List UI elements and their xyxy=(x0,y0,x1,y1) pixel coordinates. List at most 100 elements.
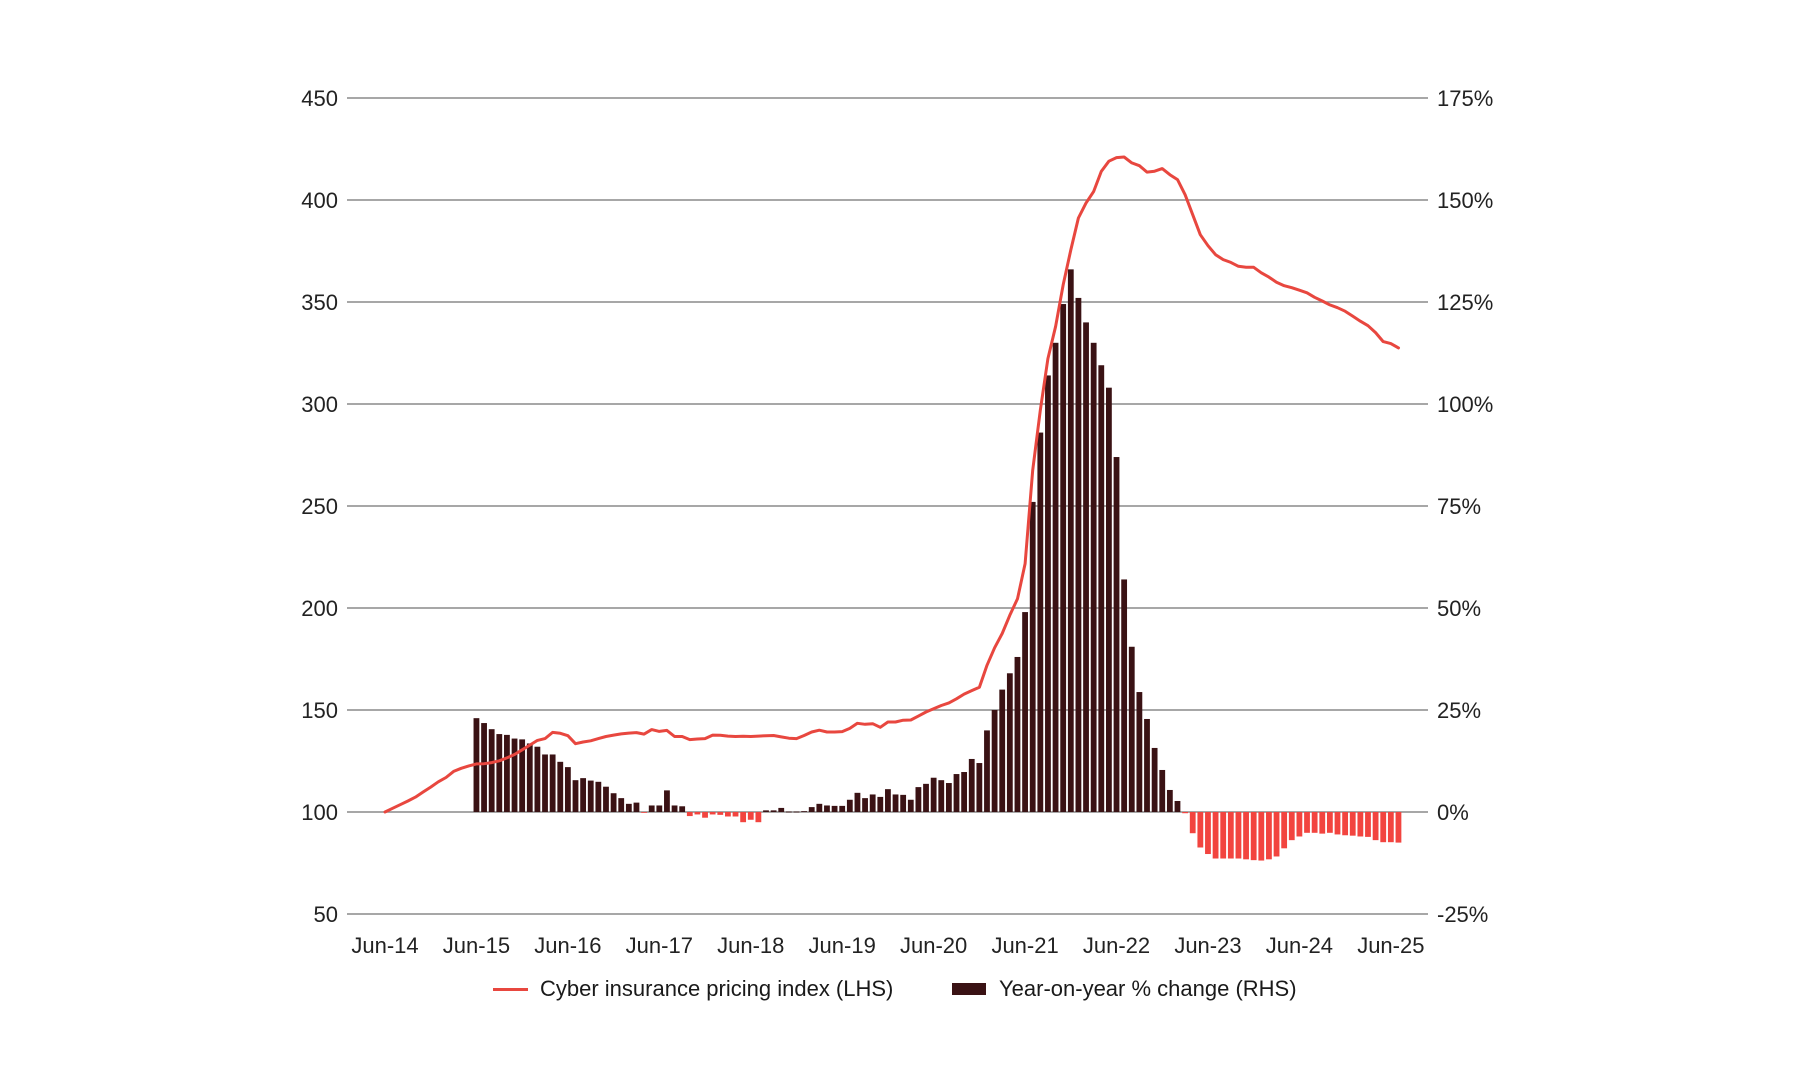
bar xyxy=(1304,812,1310,833)
right-tick-label: -25% xyxy=(1437,902,1488,927)
bar xyxy=(747,812,754,820)
x-tick-label: Jun-15 xyxy=(443,933,510,958)
bar xyxy=(968,758,975,812)
x-tick-label: Jun-19 xyxy=(809,933,876,958)
bar xyxy=(1060,304,1067,812)
bar xyxy=(869,794,876,812)
bar xyxy=(1212,812,1219,859)
bar xyxy=(1266,812,1272,860)
bar xyxy=(1128,646,1135,812)
bar xyxy=(686,812,693,817)
bar xyxy=(923,783,929,812)
legend-bar-marker xyxy=(952,983,986,995)
bar xyxy=(915,787,922,812)
legend-line-marker xyxy=(493,987,528,991)
x-axis: Jun-14 Jun-15 Jun-16 Jun-17 Jun-18 Jun-19 Jun-… xyxy=(351,933,1424,958)
bar xyxy=(831,805,838,812)
bar xyxy=(976,763,983,812)
bar xyxy=(900,794,907,812)
bar xyxy=(732,812,739,817)
bar xyxy=(1090,342,1097,812)
legend-item-pricing-index: Cyber insurance pricing index (LHS) xyxy=(493,976,893,1002)
bar xyxy=(1197,812,1204,848)
bar xyxy=(1387,812,1394,843)
bar xyxy=(1037,432,1044,812)
bar xyxy=(526,743,533,812)
bar xyxy=(1189,812,1196,834)
left-tick-label: 50 xyxy=(314,902,338,927)
left-tick-label: 100 xyxy=(301,800,338,825)
bar xyxy=(1357,812,1364,837)
bar xyxy=(587,780,594,812)
x-tick-label: Jun-14 xyxy=(351,933,418,958)
yoy-bars xyxy=(473,269,1402,861)
bar xyxy=(564,767,571,812)
left-tick-label: 450 xyxy=(301,86,338,111)
bar xyxy=(816,803,823,812)
bar xyxy=(885,789,891,812)
bar xyxy=(603,786,609,812)
bar xyxy=(1014,656,1021,812)
x-tick-label: Jun-23 xyxy=(1174,933,1241,958)
bar xyxy=(1220,812,1227,859)
bar xyxy=(763,810,769,812)
bar xyxy=(580,778,587,812)
bar xyxy=(1365,812,1371,837)
x-tick-label: Jun-20 xyxy=(900,933,967,958)
bar xyxy=(1106,387,1112,812)
bar xyxy=(1052,342,1059,812)
bar xyxy=(1273,812,1280,857)
x-tick-label: Jun-21 xyxy=(991,933,1058,958)
bar xyxy=(1136,692,1143,812)
left-axis: 50 100 150 200 250 300 350 400 450 xyxy=(301,86,338,927)
bar xyxy=(953,774,960,812)
bar xyxy=(945,783,952,812)
bar xyxy=(504,734,510,812)
bar xyxy=(488,729,495,812)
bar xyxy=(1159,769,1166,812)
bar xyxy=(770,810,777,812)
bar xyxy=(1311,812,1318,833)
bar xyxy=(664,790,670,812)
right-tick-label: 125% xyxy=(1437,290,1493,315)
bar xyxy=(511,738,518,812)
bar xyxy=(679,806,686,812)
bar xyxy=(1098,365,1105,812)
bar xyxy=(702,812,708,818)
legend-label-yoy-change: Year-on-year % change (RHS) xyxy=(999,976,1297,1001)
bar xyxy=(1281,812,1288,849)
bar xyxy=(1113,457,1120,812)
left-tick-label: 250 xyxy=(301,494,338,519)
bar xyxy=(892,794,899,812)
bar xyxy=(709,812,716,815)
bar xyxy=(534,746,541,812)
bar xyxy=(725,812,731,817)
bar xyxy=(999,689,1006,812)
legend-item-yoy-change: Year-on-year % change (RHS) xyxy=(952,976,1297,1002)
x-tick-label: Jun-22 xyxy=(1083,933,1150,958)
left-tick-label: 350 xyxy=(301,290,338,315)
bar xyxy=(961,772,968,812)
left-tick-label: 200 xyxy=(301,596,338,621)
right-tick-label: 100% xyxy=(1437,392,1493,417)
bar xyxy=(1243,812,1249,860)
bar xyxy=(1326,812,1333,833)
right-tick-label: 25% xyxy=(1437,698,1481,723)
bar xyxy=(1227,812,1234,859)
x-tick-label: Jun-18 xyxy=(717,933,784,958)
bar xyxy=(1342,812,1349,836)
x-tick-label: Jun-16 xyxy=(534,933,601,958)
bar xyxy=(778,807,785,812)
bar xyxy=(930,777,937,812)
bar xyxy=(862,798,868,812)
bar xyxy=(572,780,579,812)
bar xyxy=(595,781,602,812)
bar xyxy=(717,812,724,815)
bar xyxy=(1022,612,1028,812)
bar xyxy=(641,812,647,813)
right-tick-label: 75% xyxy=(1437,494,1481,519)
bar xyxy=(1380,812,1387,843)
bar xyxy=(519,739,526,812)
legend: Cyber insurance pricing index (LHS) Year… xyxy=(0,976,1800,1006)
right-tick-label: 0% xyxy=(1437,800,1469,825)
